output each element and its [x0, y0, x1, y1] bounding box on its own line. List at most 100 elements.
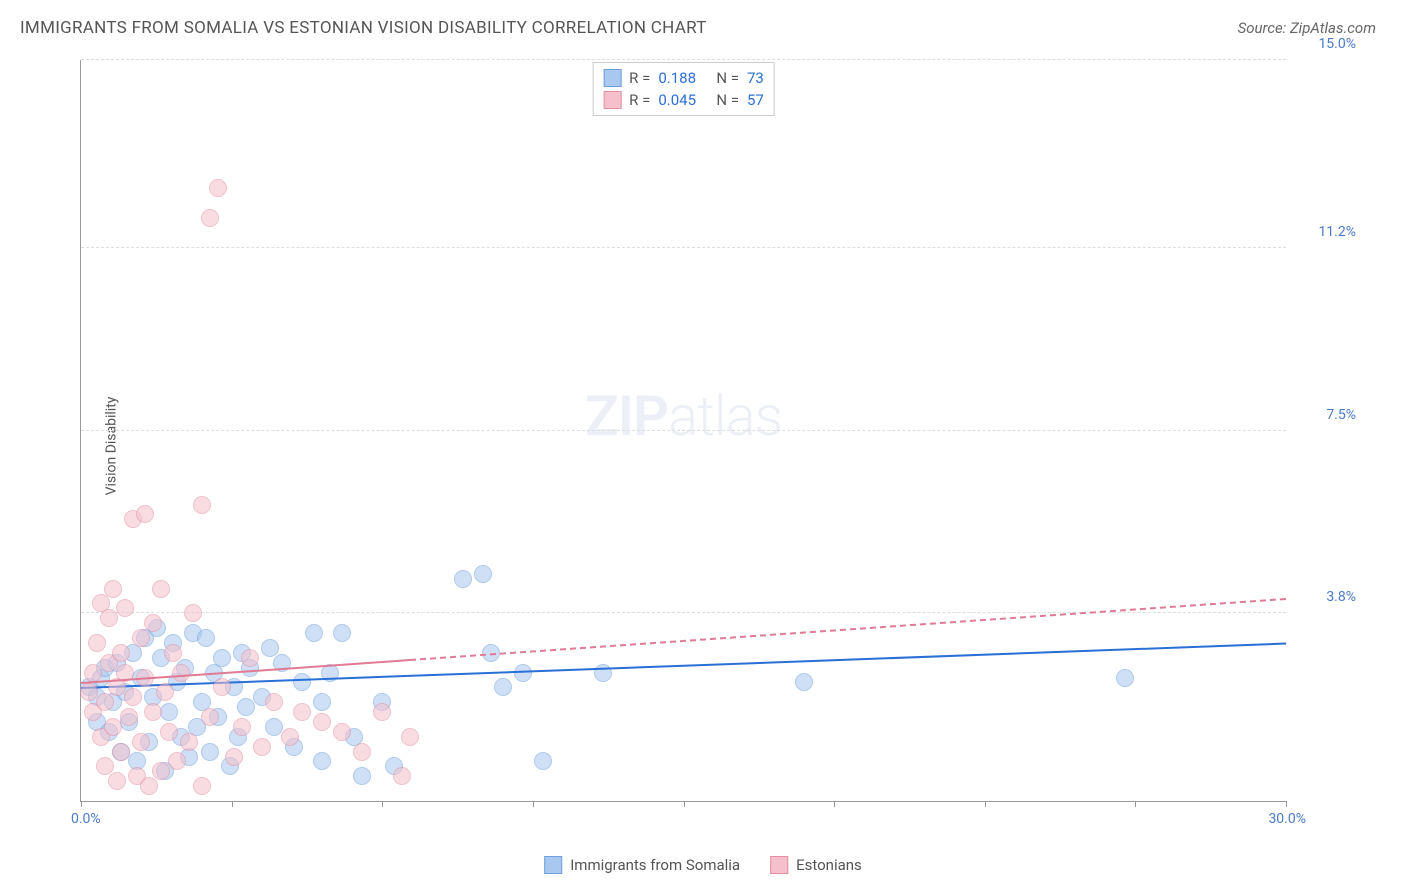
scatter-point — [156, 683, 174, 701]
scatter-point — [152, 762, 170, 780]
x-tick — [684, 801, 685, 807]
scatter-point — [225, 748, 243, 766]
chart-source: Source: ZipAtlas.com — [1238, 19, 1376, 37]
scatter-point — [116, 599, 134, 617]
scatter-point — [112, 743, 130, 761]
scatter-point — [132, 733, 150, 751]
scatter-point — [333, 723, 351, 741]
scatter-point — [454, 570, 472, 588]
scatter-point — [241, 649, 259, 667]
y-tick-label: 11.2% — [1318, 224, 1356, 240]
scatter-point — [305, 624, 323, 642]
scatter-point — [293, 673, 311, 691]
correlation-legend: R =0.188N =73R =0.045N =57 — [592, 62, 775, 116]
scatter-point — [213, 649, 231, 667]
series-legend: Immigrants from Somalia Estonians — [544, 856, 862, 874]
scatter-point — [373, 703, 391, 721]
x-tick — [985, 801, 986, 807]
scatter-point — [193, 777, 211, 795]
legend-label: Immigrants from Somalia — [570, 856, 740, 874]
scatter-point — [108, 772, 126, 790]
r-value: 0.045 — [658, 91, 708, 109]
scatter-point — [594, 664, 612, 682]
y-tick-label: 3.8% — [1326, 589, 1356, 605]
x-tick — [1135, 801, 1136, 807]
trend-line — [410, 598, 1286, 661]
scatter-point — [474, 565, 492, 583]
scatter-point — [293, 703, 311, 721]
chart-area: Vision Disability ZIPatlas R =0.188N =73… — [50, 60, 1366, 832]
scatter-point — [120, 708, 138, 726]
scatter-point — [534, 752, 552, 770]
scatter-point — [353, 767, 371, 785]
scatter-point — [494, 678, 512, 696]
r-value: 0.188 — [658, 69, 708, 87]
gridline — [81, 430, 1286, 431]
scatter-point — [281, 728, 299, 746]
header: IMMIGRANTS FROM SOMALIA VS ESTONIAN VISI… — [0, 0, 1406, 46]
scatter-point — [104, 580, 122, 598]
scatter-point — [172, 664, 190, 682]
x-tick — [382, 801, 383, 807]
scatter-point — [144, 703, 162, 721]
scatter-point — [313, 693, 331, 711]
scatter-point — [180, 733, 198, 751]
scatter-point — [184, 604, 202, 622]
scatter-point — [160, 703, 178, 721]
scatter-point — [104, 718, 122, 736]
scatter-point — [140, 777, 158, 795]
scatter-point — [353, 743, 371, 761]
n-label: N = — [716, 69, 739, 87]
scatter-point — [313, 752, 331, 770]
x-tick — [1286, 801, 1287, 807]
scatter-point — [168, 752, 186, 770]
scatter-point — [313, 713, 331, 731]
scatter-point — [124, 688, 142, 706]
scatter-point — [265, 693, 283, 711]
scatter-point — [197, 629, 215, 647]
legend-item: Estonians — [770, 856, 862, 874]
scatter-point — [795, 673, 813, 691]
scatter-point — [100, 609, 118, 627]
scatter-point — [401, 728, 419, 746]
legend-swatch — [544, 856, 562, 874]
gridline — [81, 247, 1286, 248]
legend-swatch — [770, 856, 788, 874]
scatter-point — [201, 743, 219, 761]
legend-label: Estonians — [796, 856, 862, 874]
scatter-point — [237, 698, 255, 716]
legend-item: Immigrants from Somalia — [544, 856, 740, 874]
scatter-point — [160, 723, 178, 741]
scatter-point — [393, 767, 411, 785]
x-tick — [533, 801, 534, 807]
scatter-point — [1116, 669, 1134, 687]
scatter-point — [84, 664, 102, 682]
r-label: R = — [629, 91, 650, 109]
scatter-point — [201, 708, 219, 726]
scatter-point — [88, 634, 106, 652]
x-tick — [232, 801, 233, 807]
chart-title: IMMIGRANTS FROM SOMALIA VS ESTONIAN VISI… — [20, 18, 707, 38]
gridline — [81, 59, 1286, 60]
scatter-point — [265, 718, 283, 736]
scatter-point — [253, 738, 271, 756]
scatter-point — [132, 629, 150, 647]
y-tick-label: 15.0% — [1318, 36, 1356, 52]
scatter-point — [193, 496, 211, 514]
scatter-plot: ZIPatlas R =0.188N =73R =0.045N =57 3.8%… — [80, 60, 1286, 802]
watermark: ZIPatlas — [585, 383, 782, 449]
scatter-point — [201, 209, 219, 227]
scatter-point — [96, 693, 114, 711]
scatter-point — [144, 614, 162, 632]
n-value: 73 — [747, 69, 764, 87]
scatter-point — [233, 718, 251, 736]
scatter-point — [209, 179, 227, 197]
scatter-point — [136, 505, 154, 523]
scatter-point — [80, 683, 98, 701]
x-min-label: 0.0% — [71, 811, 101, 827]
scatter-point — [213, 678, 231, 696]
r-label: R = — [629, 69, 650, 87]
x-tick — [81, 801, 82, 807]
legend-stat-row: R =0.045N =57 — [603, 89, 764, 111]
legend-stat-row: R = 0.188 N = 73 — [603, 67, 764, 89]
